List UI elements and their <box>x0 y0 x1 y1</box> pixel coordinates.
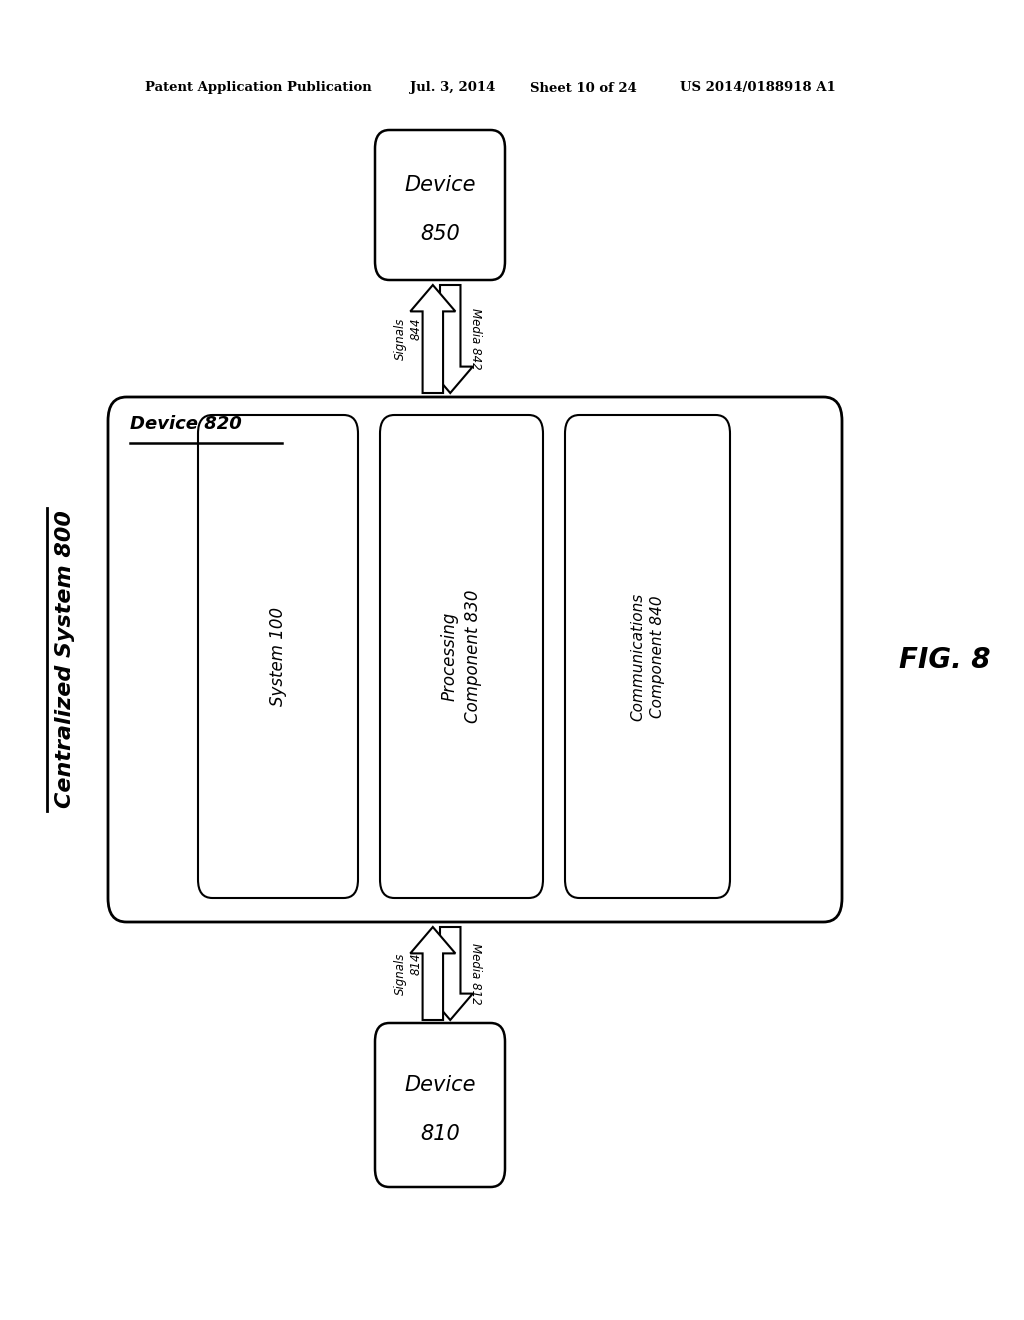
Text: Signals
844: Signals 844 <box>393 318 423 360</box>
FancyBboxPatch shape <box>380 414 543 898</box>
Text: Device: Device <box>404 176 476 195</box>
Polygon shape <box>428 927 473 1020</box>
FancyBboxPatch shape <box>565 414 730 898</box>
Text: Media 842: Media 842 <box>469 308 481 370</box>
Text: 810: 810 <box>420 1125 460 1144</box>
Text: Processing
Component 830: Processing Component 830 <box>440 590 482 723</box>
Text: Jul. 3, 2014: Jul. 3, 2014 <box>410 82 496 95</box>
Text: US 2014/0188918 A1: US 2014/0188918 A1 <box>680 82 836 95</box>
Text: Patent Application Publication: Patent Application Publication <box>145 82 372 95</box>
FancyBboxPatch shape <box>375 129 505 280</box>
Polygon shape <box>428 285 473 393</box>
Text: Signals
814: Signals 814 <box>393 952 423 995</box>
Polygon shape <box>411 927 456 1020</box>
Text: 850: 850 <box>420 224 460 244</box>
Text: Centralized System 800: Centralized System 800 <box>55 511 75 808</box>
Text: Media 812: Media 812 <box>469 942 481 1005</box>
FancyBboxPatch shape <box>108 397 842 921</box>
FancyBboxPatch shape <box>198 414 358 898</box>
FancyBboxPatch shape <box>375 1023 505 1187</box>
Text: Device 820: Device 820 <box>130 414 242 433</box>
Text: FIG. 8: FIG. 8 <box>899 645 991 673</box>
Text: Sheet 10 of 24: Sheet 10 of 24 <box>530 82 637 95</box>
Text: Communications
Component 840: Communications Component 840 <box>630 593 665 721</box>
Text: Device: Device <box>404 1076 476 1096</box>
Polygon shape <box>411 285 456 393</box>
Text: System 100: System 100 <box>269 607 287 706</box>
